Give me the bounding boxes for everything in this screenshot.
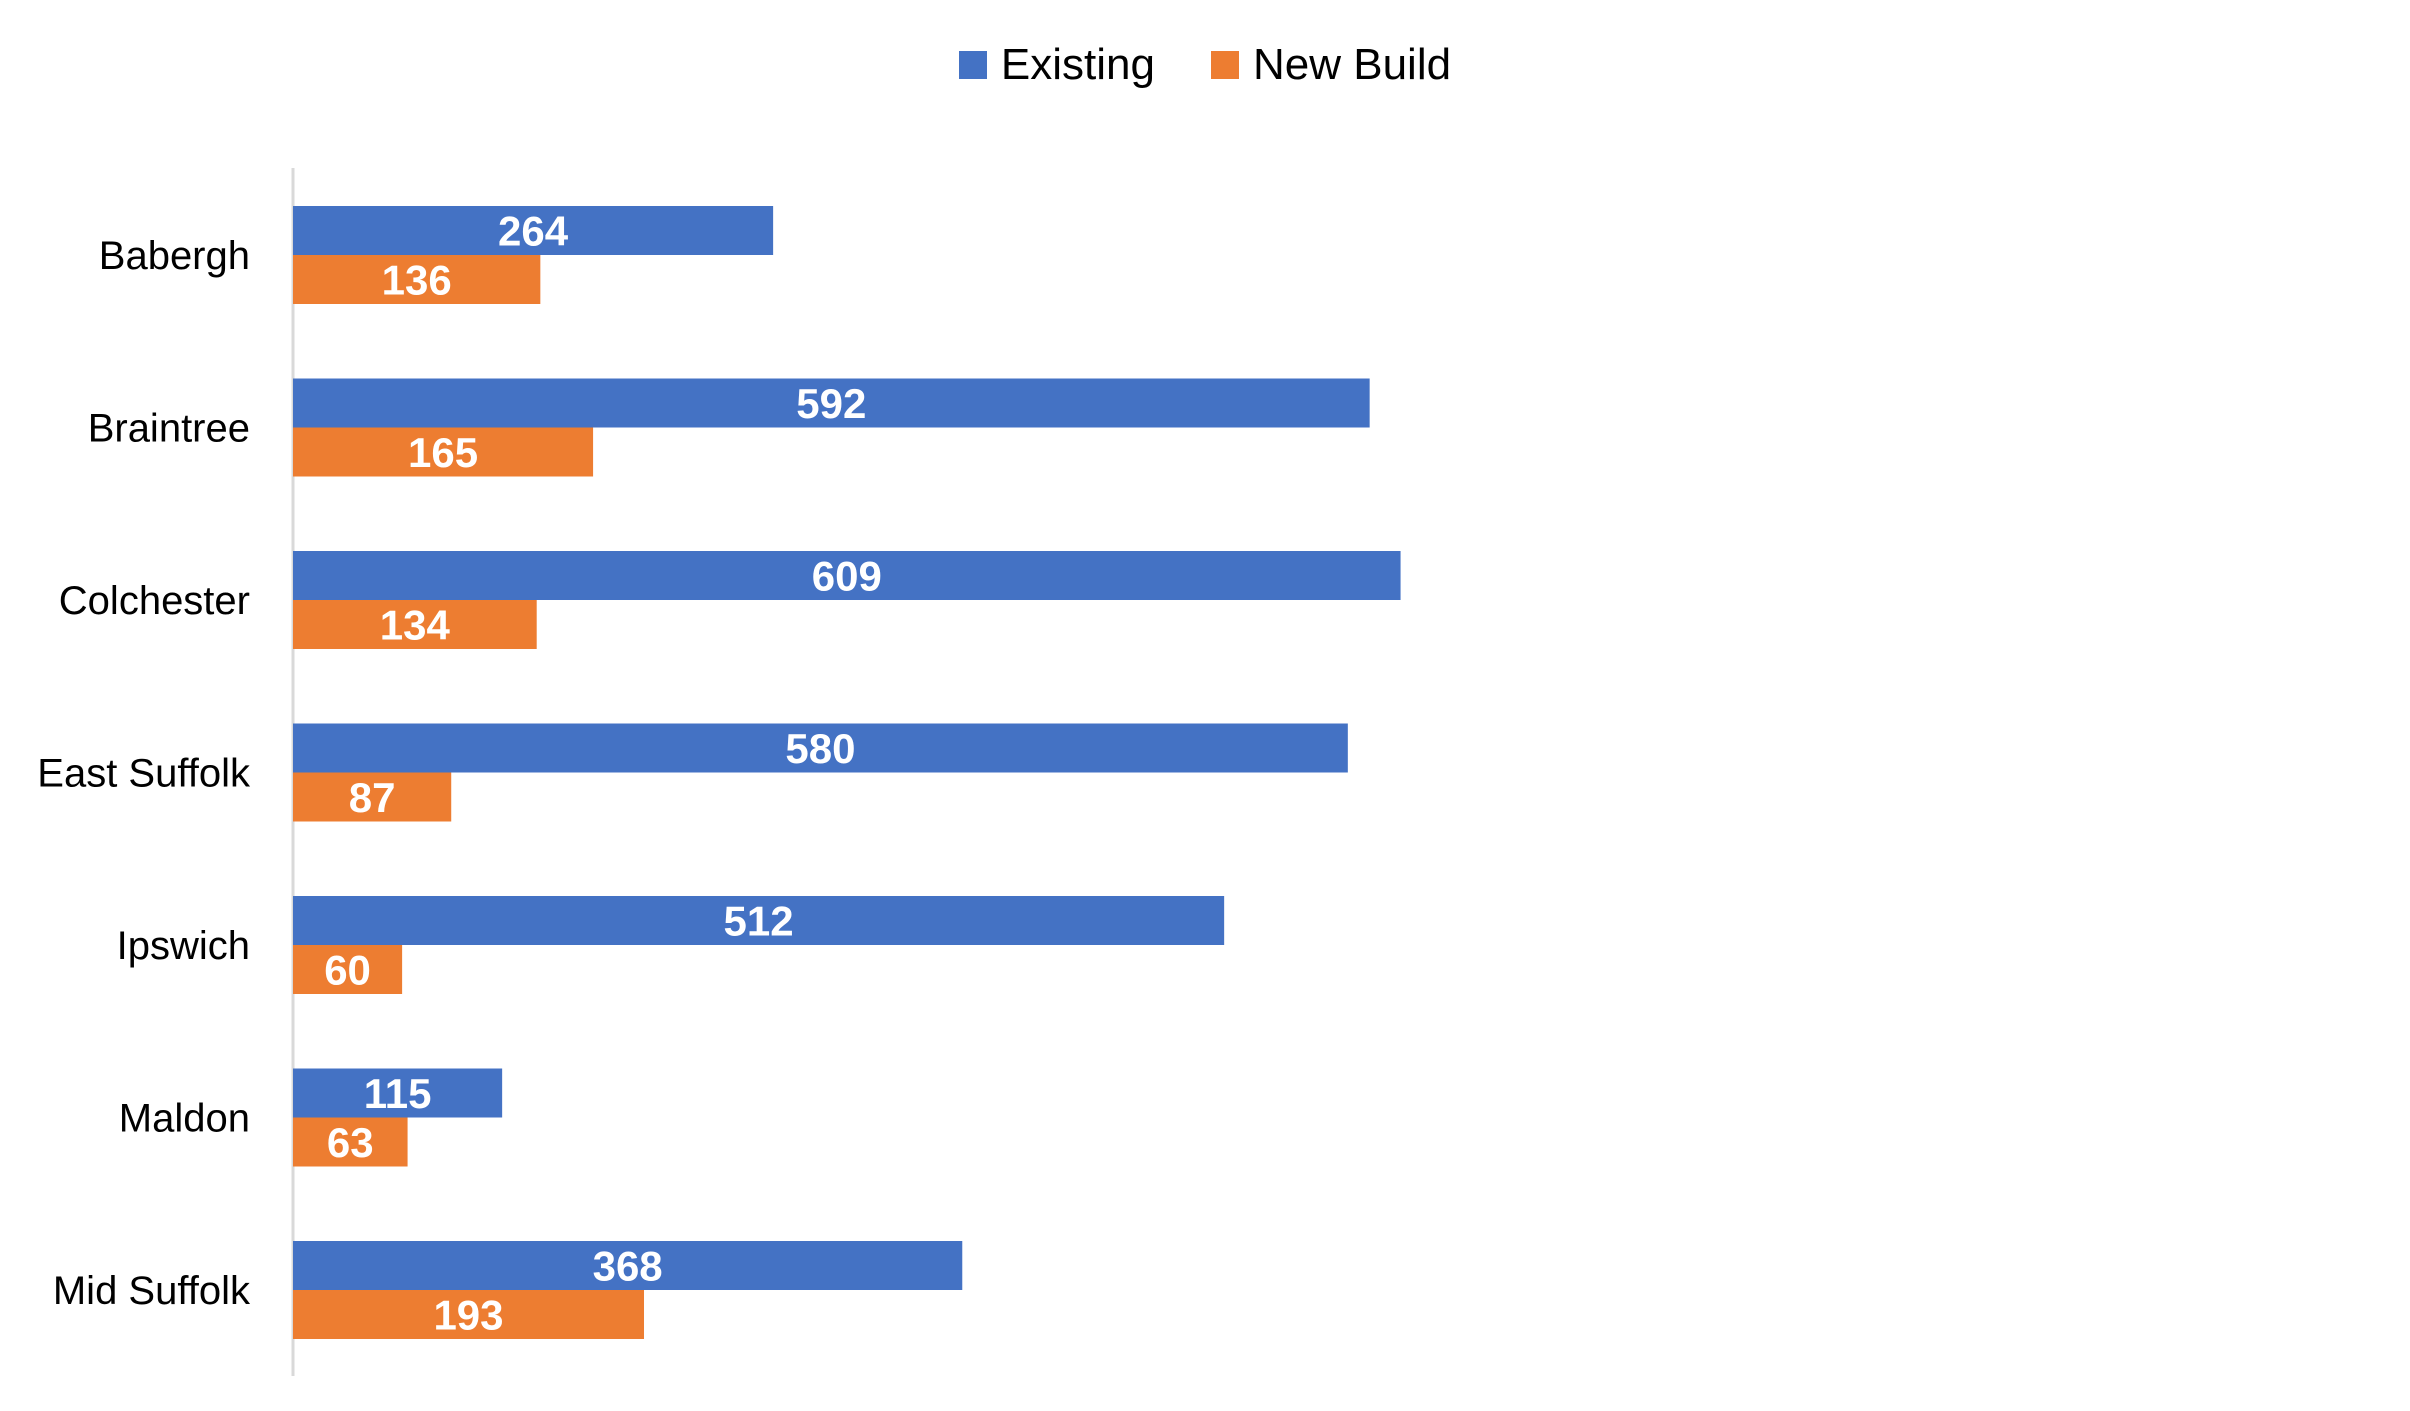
category-label-mid-suffolk: Mid Suffolk — [53, 1269, 251, 1313]
data-label-existing-maldon: 115 — [364, 1070, 432, 1117]
data-label-existing-mid-suffolk: 368 — [593, 1243, 663, 1290]
bar-new-build-colchester — [293, 600, 537, 649]
legend-label-new-build: New Build — [1252, 40, 1452, 89]
bar-existing-east-suffolk — [293, 723, 1348, 773]
data-label-new-build-colchester: 134 — [380, 602, 451, 649]
category-label-maldon: Maldon — [119, 1097, 250, 1141]
data-label-existing-colchester: 609 — [812, 553, 882, 600]
bar-existing-braintree — [293, 378, 1370, 428]
data-label-existing-east-suffolk: 580 — [785, 725, 855, 772]
bar-new-build-mid-suffolk — [293, 1290, 645, 1339]
legend-item-new-build: New Build — [1210, 40, 1452, 90]
bar-new-build-babergh — [293, 255, 541, 304]
legend-label-existing: Existing — [1000, 40, 1155, 89]
legend: Existing New Build — [0, 40, 2410, 90]
bar-new-build-braintree — [293, 427, 594, 477]
data-label-new-build-braintree: 165 — [408, 429, 478, 476]
bar-new-build-east-suffolk — [293, 772, 452, 822]
bar-existing-mid-suffolk — [293, 1241, 963, 1290]
category-label-babergh: Babergh — [99, 234, 250, 278]
category-label-braintree: Braintree — [88, 407, 250, 451]
bar-new-build-maldon — [293, 1117, 408, 1167]
data-label-existing-braintree: 592 — [796, 380, 866, 427]
legend-swatch-existing — [958, 51, 987, 79]
data-label-existing-babergh: 264 — [498, 208, 569, 255]
data-label-new-build-maldon: 63 — [327, 1119, 374, 1166]
bar-existing-babergh — [293, 206, 774, 255]
bar-existing-colchester — [293, 551, 1401, 600]
bar-new-build-ipswich — [293, 945, 403, 994]
data-label-new-build-mid-suffolk: 193 — [433, 1292, 503, 1339]
category-label-ipswich: Ipswich — [117, 924, 250, 968]
category-label-east-suffolk: East Suffolk — [37, 752, 251, 796]
bar-existing-ipswich — [293, 896, 1225, 945]
legend-item-existing: Existing — [958, 40, 1155, 90]
legend-swatch-new-build — [1210, 51, 1239, 79]
data-label-new-build-babergh: 136 — [382, 257, 452, 304]
category-label-colchester: Colchester — [59, 579, 250, 623]
data-label-existing-ipswich: 512 — [724, 898, 794, 945]
bar-existing-maldon — [293, 1068, 503, 1118]
data-label-new-build-ipswich: 60 — [324, 947, 371, 994]
data-label-new-build-east-suffolk: 87 — [349, 774, 396, 821]
